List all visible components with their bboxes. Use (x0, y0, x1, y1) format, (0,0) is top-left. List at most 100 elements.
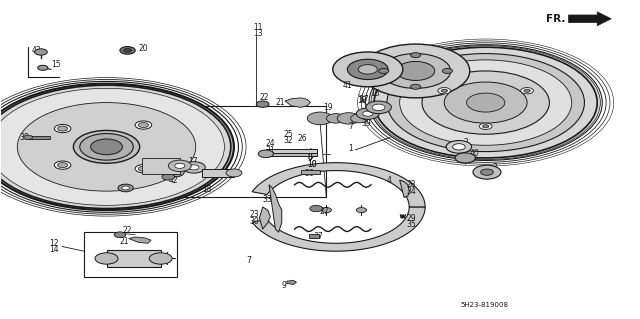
Bar (28, 136, 51, 139)
Text: 18: 18 (202, 185, 212, 194)
Circle shape (80, 134, 133, 160)
Polygon shape (252, 163, 425, 207)
Text: 30: 30 (250, 217, 260, 226)
Circle shape (138, 166, 148, 171)
Circle shape (310, 205, 323, 212)
Circle shape (362, 44, 470, 98)
Polygon shape (269, 185, 282, 232)
Circle shape (410, 84, 420, 89)
Circle shape (438, 87, 451, 94)
Circle shape (54, 124, 71, 133)
Circle shape (399, 60, 572, 145)
Circle shape (481, 169, 493, 175)
Text: 28: 28 (406, 180, 415, 189)
Circle shape (337, 113, 360, 124)
Circle shape (396, 62, 435, 80)
Text: 5H23-819008: 5H23-819008 (460, 302, 508, 308)
Text: 8: 8 (307, 153, 312, 162)
Bar (309, 234, 319, 238)
Polygon shape (259, 207, 270, 229)
Text: 17: 17 (188, 157, 198, 166)
Bar (84, 232, 177, 277)
Circle shape (358, 65, 378, 74)
Circle shape (0, 88, 225, 205)
Polygon shape (252, 207, 425, 251)
Text: 7: 7 (349, 122, 353, 131)
Circle shape (441, 89, 447, 92)
Circle shape (38, 65, 48, 70)
Circle shape (0, 84, 234, 210)
Circle shape (189, 165, 199, 170)
Text: 13: 13 (253, 29, 262, 38)
Text: 1: 1 (349, 144, 353, 153)
Circle shape (333, 52, 403, 87)
Polygon shape (287, 280, 296, 285)
Text: 15: 15 (51, 60, 61, 69)
Bar (202, 169, 234, 177)
Text: 38: 38 (19, 133, 29, 142)
Text: 10: 10 (307, 160, 317, 169)
Circle shape (483, 125, 489, 128)
Text: 16: 16 (370, 89, 380, 98)
Polygon shape (285, 98, 310, 107)
Polygon shape (568, 12, 611, 26)
Circle shape (348, 59, 388, 79)
Text: 4: 4 (387, 175, 392, 185)
Circle shape (149, 253, 172, 264)
Bar (266, 149, 317, 152)
Circle shape (58, 163, 68, 168)
Text: 43: 43 (32, 46, 42, 55)
Text: 40: 40 (470, 149, 479, 158)
Circle shape (226, 169, 242, 177)
Circle shape (473, 165, 501, 179)
Text: 41: 41 (342, 81, 352, 90)
Text: 21: 21 (119, 237, 129, 246)
Polygon shape (399, 180, 409, 197)
Text: 31: 31 (266, 145, 275, 154)
Circle shape (24, 135, 33, 140)
Text: 22: 22 (259, 93, 269, 102)
Text: 3: 3 (492, 163, 497, 172)
Circle shape (118, 184, 133, 192)
Circle shape (452, 144, 465, 150)
Circle shape (58, 126, 68, 131)
Circle shape (326, 114, 346, 123)
Text: 16: 16 (170, 161, 180, 170)
Circle shape (351, 114, 369, 123)
Circle shape (356, 108, 380, 119)
Circle shape (74, 130, 140, 163)
Text: 26: 26 (298, 134, 307, 144)
Circle shape (444, 82, 527, 123)
Circle shape (170, 170, 179, 174)
Circle shape (366, 101, 392, 114)
Circle shape (363, 111, 373, 116)
Text: 9: 9 (282, 281, 287, 291)
Text: 7: 7 (246, 256, 252, 265)
Circle shape (175, 163, 185, 168)
Circle shape (120, 47, 135, 54)
Circle shape (446, 141, 472, 153)
Circle shape (135, 121, 152, 129)
Circle shape (135, 165, 152, 173)
Bar (301, 170, 320, 174)
Circle shape (124, 48, 131, 52)
Text: 42: 42 (169, 175, 179, 185)
Text: 27: 27 (320, 207, 330, 216)
Circle shape (467, 93, 505, 112)
Text: FR.: FR. (546, 14, 566, 24)
Polygon shape (129, 237, 151, 243)
Text: 36: 36 (304, 169, 314, 178)
Circle shape (138, 122, 148, 128)
Circle shape (372, 104, 385, 110)
Text: 25: 25 (284, 130, 293, 139)
Text: 22: 22 (122, 226, 132, 235)
Circle shape (374, 47, 597, 158)
Text: 32: 32 (284, 136, 293, 145)
Bar (170, 106, 326, 197)
Circle shape (422, 71, 549, 134)
Text: 23: 23 (250, 210, 260, 219)
Text: 11: 11 (253, 23, 262, 32)
Text: 35: 35 (406, 220, 416, 229)
Circle shape (442, 69, 452, 73)
Text: 37: 37 (314, 233, 323, 241)
